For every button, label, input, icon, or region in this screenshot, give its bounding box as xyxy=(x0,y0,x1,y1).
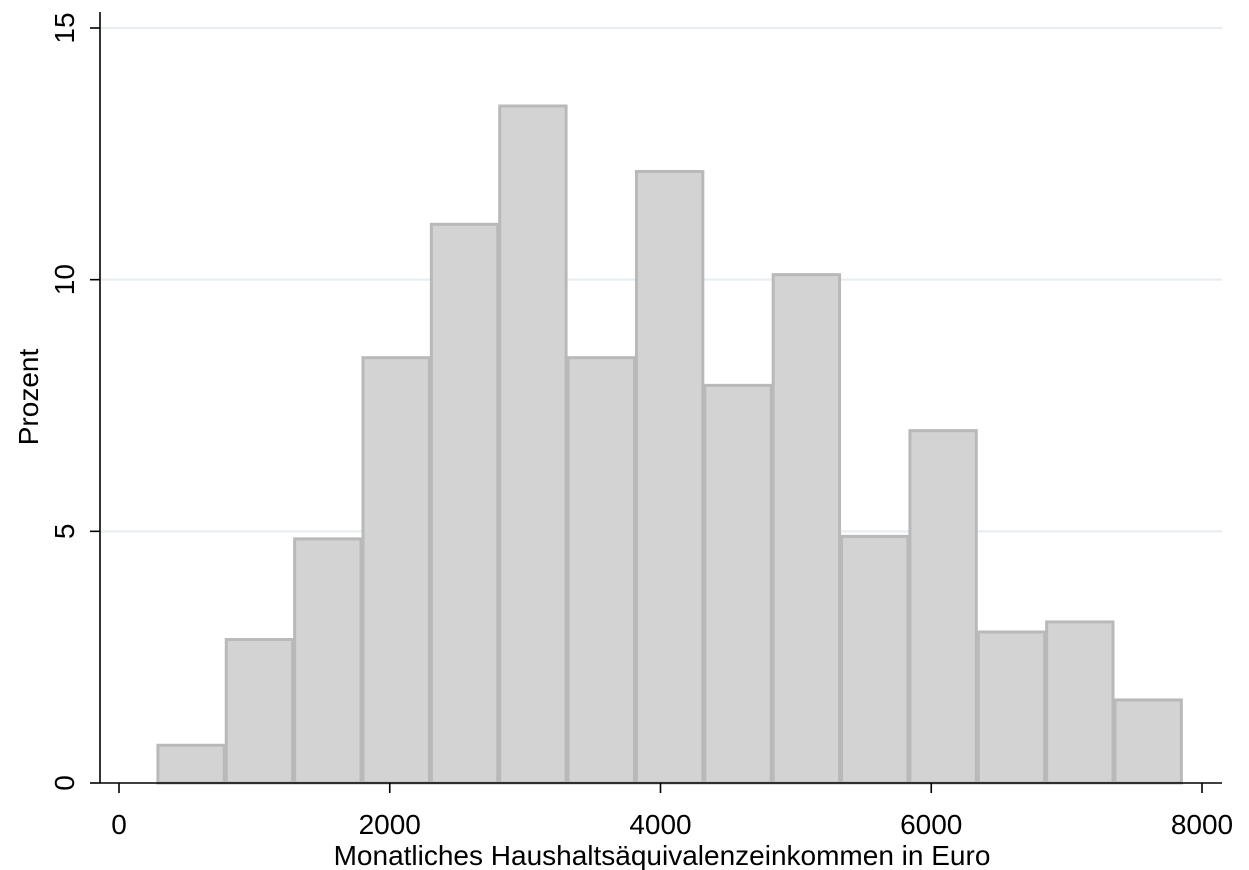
x-tick-label-2000: 2000 xyxy=(359,809,421,840)
histogram-bar-10 xyxy=(771,273,842,785)
y-tick-label-5: 5 xyxy=(49,524,80,540)
histogram-bar-11 xyxy=(840,534,910,785)
histogram-bar-15 xyxy=(1113,698,1183,785)
x-tick-label-8000: 8000 xyxy=(1171,809,1233,840)
histogram-bar-6 xyxy=(498,104,568,785)
histogram-bar-14 xyxy=(1045,620,1115,785)
histogram-bars xyxy=(156,104,1183,785)
x-axis-title: Monatliches Haushaltsäquivalenzeinkommen… xyxy=(334,840,991,870)
y-tick-label-10: 10 xyxy=(49,264,80,295)
histogram-bar-12 xyxy=(908,429,978,785)
y-tick-label-15: 15 xyxy=(49,12,80,43)
x-tick-label-6000: 6000 xyxy=(900,809,962,840)
histogram-bar-9 xyxy=(703,383,773,785)
histogram-bar-1 xyxy=(156,743,226,785)
histogram-bar-5 xyxy=(429,222,500,785)
y-axis-title: Prozent xyxy=(13,349,44,446)
histogram-bar-13 xyxy=(976,630,1047,785)
histogram-bar-2 xyxy=(224,638,295,785)
histogram-bar-7 xyxy=(566,356,636,785)
histogram-bar-3 xyxy=(293,537,363,785)
x-tick-label-0: 0 xyxy=(111,809,127,840)
axis-ticks: 0 2000 4000 6000 8000 0 5 10 15 xyxy=(49,12,1233,840)
histogram-bar-8 xyxy=(634,169,705,785)
x-tick-label-4000: 4000 xyxy=(629,809,691,840)
histogram-bar-4 xyxy=(361,356,431,785)
y-tick-label-0: 0 xyxy=(49,775,80,791)
